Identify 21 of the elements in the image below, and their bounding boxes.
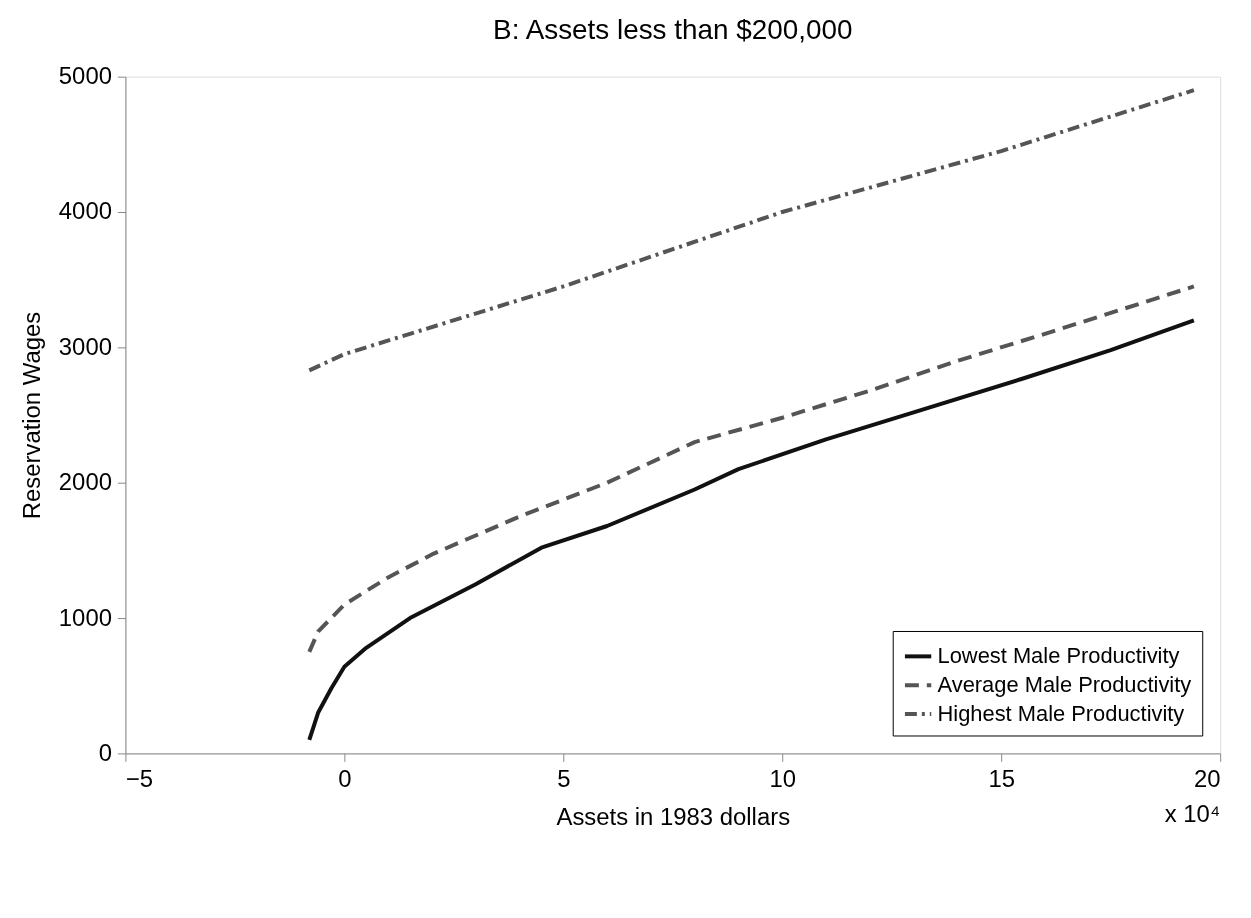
y-axis-title: Reservation Wages [17,311,45,520]
x-tick-label: 20 [1194,764,1221,792]
line-series [307,88,1196,373]
x-tick-label: 5 [557,764,571,792]
y-tick-label: 1000 [58,603,112,631]
legend-label: Highest Male Productivity [937,701,1185,727]
x-tick-label: 15 [988,764,1015,792]
legend-label: Average Male Productivity [937,672,1192,698]
x-tick-label: −5 [125,764,154,792]
y-tick-label: 4000 [58,197,112,225]
y-tick-label: 0 [98,738,112,766]
y-tick-label: 5000 [58,62,112,90]
y-tick-label: 2000 [58,468,112,496]
text: x 10⁴ [1164,800,1221,828]
line-series [307,318,1196,742]
x-tick-label: 10 [769,764,797,792]
chart-title: B: Assets less than $200,000 [493,13,853,45]
y-tick-label: 3000 [58,332,112,360]
x-axis-title: Assets in 1983 dollars [556,802,791,830]
x-tick-label: 0 [338,764,352,792]
legend-label: Lowest Male Productivity [937,643,1180,669]
